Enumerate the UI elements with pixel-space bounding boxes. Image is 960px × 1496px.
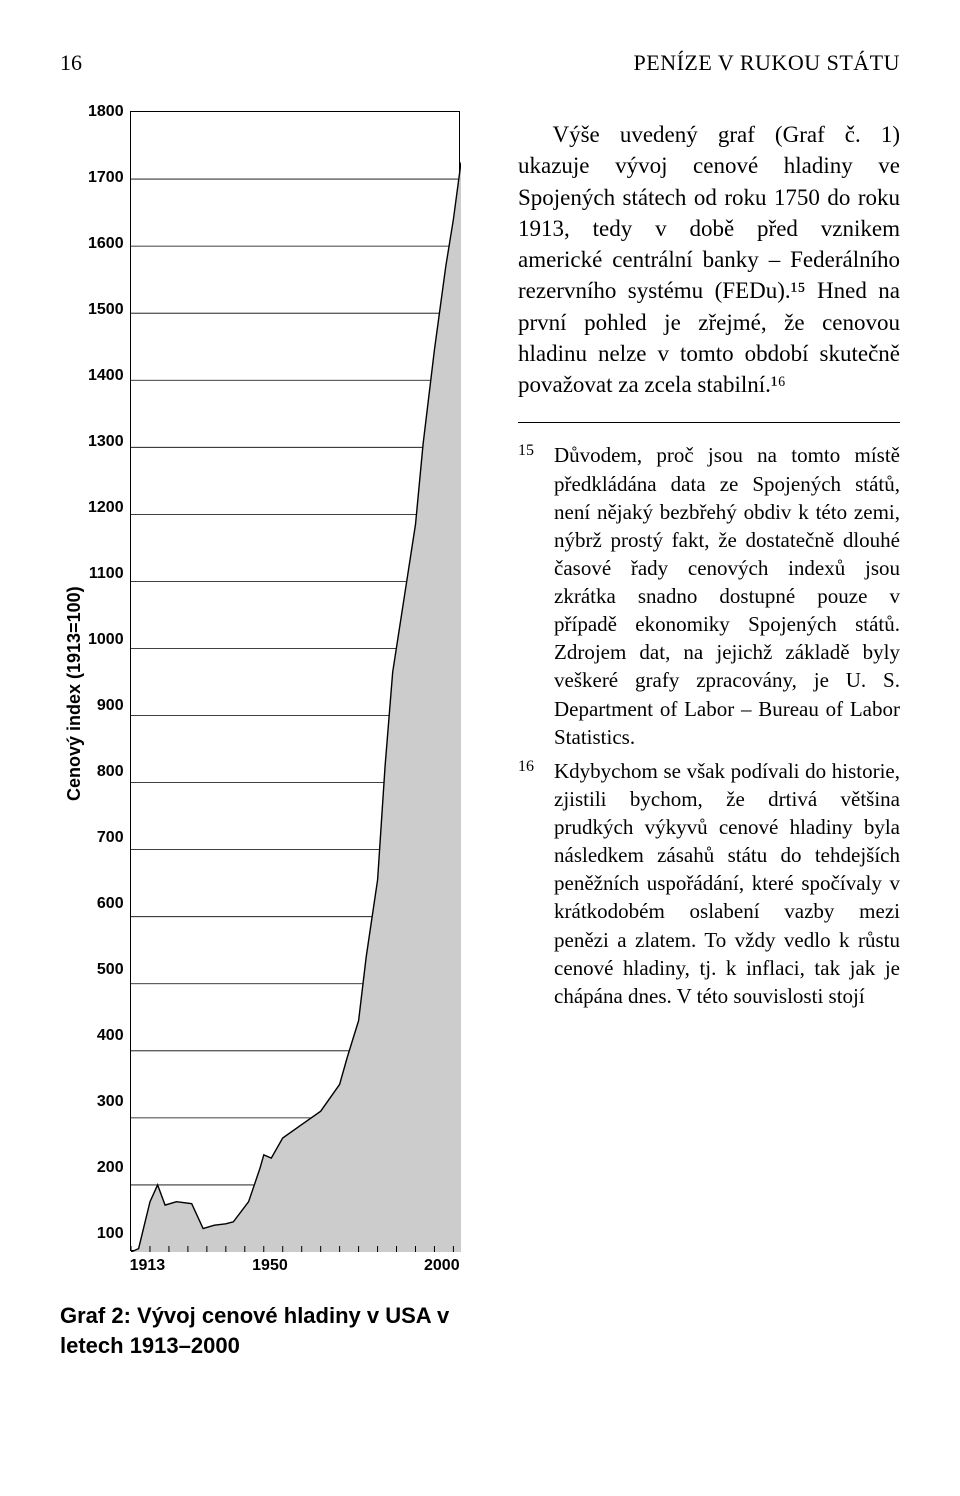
- chart-area-fill: [131, 162, 461, 1252]
- chart-y-ticks: 1800 1700 1600 1500 1400 1300 1200 1100 1000 900 8…: [88, 103, 130, 1243]
- chart-y-axis-label: Cenový index (1913=100): [60, 124, 88, 1264]
- footnote-number: 16: [518, 757, 554, 1010]
- chart-y-tick-label: 100: [97, 1225, 124, 1243]
- running-title: PENÍZE V RUKOU STÁTU: [634, 50, 900, 76]
- body-paragraph: Výše uvedený graf (Graf č. 1) ukazuje vý…: [518, 119, 900, 400]
- footnote: 15Důvodem, proč jsou na tomto místě před…: [518, 441, 900, 750]
- chart-container: Cenový index (1913=100)18001700160015001…: [60, 111, 490, 1360]
- page-number: 16: [60, 50, 82, 76]
- chart-y-tick-label: 900: [97, 697, 124, 715]
- chart-y-tick-label: 1700: [88, 169, 124, 187]
- chart-x-ticks: 1913 1950 2000: [130, 1257, 460, 1277]
- footnote: 16Kdybychom se však podívali do historie…: [518, 757, 900, 1010]
- chart-y-tick-label: 700: [97, 829, 124, 847]
- chart-y-tick-label: 1600: [88, 235, 124, 253]
- footnote-rule: [518, 422, 900, 423]
- running-header: 16 PENÍZE V RUKOU STÁTU: [60, 50, 900, 76]
- chart-y-tick-label: 200: [97, 1159, 124, 1177]
- chart-x-tick-label: 2000: [424, 1257, 460, 1275]
- footnote-text: Důvodem, proč jsou na tomto místě předkl…: [554, 441, 900, 750]
- chart-y-tick-label: 1800: [88, 103, 124, 121]
- chart-y-tick-label: 1200: [88, 499, 124, 517]
- chart-y-tick-label: 1500: [88, 301, 124, 319]
- chart-plot-area: [130, 111, 460, 1251]
- chart-y-tick-label: 300: [97, 1093, 124, 1111]
- chart-y-tick-label: 1100: [89, 565, 124, 583]
- chart-x-tick-label: 1950: [252, 1257, 288, 1275]
- chart-x-tick-label: 1913: [130, 1257, 166, 1275]
- chart-y-tick-label: 1300: [88, 433, 124, 451]
- chart-y-tick-label: 600: [97, 895, 124, 913]
- footnote-text: Kdybychom se však podívali do historie, …: [554, 757, 900, 1010]
- chart-y-tick-label: 1000: [88, 631, 124, 649]
- chart-y-tick-label: 400: [97, 1027, 124, 1045]
- chart-y-tick-label: 1400: [88, 367, 124, 385]
- chart-y-tick-label: 800: [97, 763, 124, 781]
- footnote-number: 15: [518, 441, 554, 750]
- chart-y-tick-label: 500: [97, 961, 124, 979]
- chart-caption: Graf 2: Vývoj cenové hladiny v USA v let…: [60, 1301, 490, 1360]
